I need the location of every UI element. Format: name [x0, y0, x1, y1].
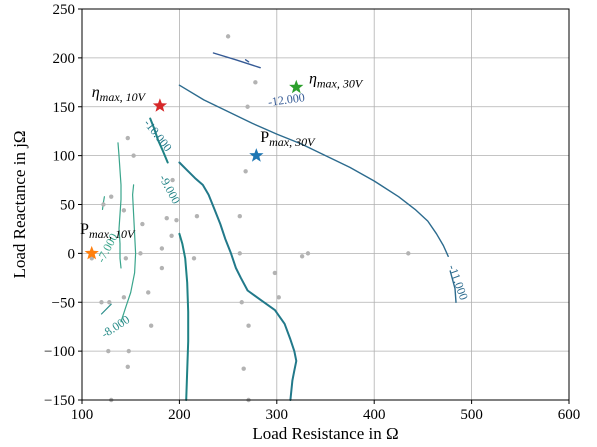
- x-tick-label: 200: [168, 407, 191, 423]
- contour-level-label: -8.000: [99, 312, 133, 341]
- y-tick-label: 50: [60, 198, 75, 214]
- sample-point: [101, 202, 106, 207]
- star-marker: [249, 148, 264, 162]
- sample-point: [237, 214, 242, 219]
- sample-point: [299, 254, 305, 259]
- sample-point: [191, 256, 197, 261]
- marker-annotation: Pmax, 10V: [80, 221, 136, 241]
- y-tick-label: 100: [53, 149, 76, 165]
- sample-point: [140, 221, 145, 227]
- marker-annotation: ηmax, 30V: [309, 70, 364, 90]
- y-axis-title: Load Reactance in jΩ: [10, 130, 29, 278]
- sample-point: [121, 208, 127, 213]
- sample-point: [164, 215, 169, 221]
- scatter-points: [89, 34, 411, 403]
- sample-point: [159, 265, 165, 271]
- y-tick-label: 250: [53, 2, 76, 18]
- y-tick-label: 150: [53, 100, 76, 116]
- sample-point: [159, 246, 165, 251]
- y-tick-label: −100: [44, 344, 75, 360]
- contour-level-label: -10.000: [141, 116, 175, 154]
- sample-point: [146, 290, 151, 295]
- marker-annotation: ηmax, 10V: [92, 84, 147, 104]
- sample-point: [125, 135, 130, 141]
- contour-line: [149, 117, 169, 164]
- contour-line: [117, 142, 122, 269]
- x-tick-label: 500: [460, 407, 483, 423]
- x-axis-title: Load Resistance in Ω: [252, 424, 398, 443]
- sample-point: [245, 104, 250, 109]
- x-tick-label: 100: [71, 407, 94, 423]
- sample-point: [131, 153, 136, 158]
- sample-point: [106, 348, 111, 354]
- sample-point: [239, 300, 244, 305]
- contour-line: [244, 59, 250, 63]
- sample-point: [276, 295, 281, 300]
- y-tick-label: 200: [53, 51, 76, 67]
- contour-line: [178, 232, 190, 401]
- sample-point: [107, 300, 112, 305]
- sample-point: [305, 251, 311, 256]
- sample-point: [99, 300, 104, 305]
- sample-point: [225, 34, 231, 39]
- contour-line: [120, 184, 137, 323]
- sample-point: [126, 348, 131, 354]
- contour-line: [178, 161, 298, 401]
- contour-lines: [100, 52, 457, 401]
- sample-point: [194, 214, 200, 219]
- sample-point: [125, 364, 130, 369]
- sample-point: [138, 251, 143, 256]
- contour-line: [100, 303, 112, 315]
- star-marker: [289, 79, 304, 94]
- sample-point: [253, 80, 258, 85]
- x-tick-label: 600: [558, 407, 581, 423]
- sample-point: [148, 323, 154, 328]
- contour-level-label: -12.000: [267, 90, 306, 109]
- optimum-markers: [84, 79, 304, 260]
- x-tick-label: 400: [363, 407, 386, 423]
- sample-point: [169, 233, 174, 238]
- sample-point: [123, 256, 129, 261]
- contour-labels: -7.000-8.000-9.000-10.000-11.000-12.000: [94, 90, 471, 341]
- sample-point: [246, 323, 251, 328]
- y-tick-label: −150: [44, 393, 75, 409]
- contour-line: [178, 84, 449, 257]
- x-tick-label: 300: [266, 407, 289, 423]
- contour-line: [212, 52, 261, 69]
- star-marker: [152, 98, 168, 112]
- marker-annotation: Pmax, 30V: [260, 129, 316, 149]
- star-marker: [84, 245, 99, 260]
- sample-point: [170, 177, 175, 183]
- sample-point: [109, 194, 114, 199]
- sample-point: [241, 366, 246, 371]
- axis-ticks: 100 200 300 400 500 600 −150 −100 −50 0 50 100 150 20…: [44, 2, 580, 423]
- sample-point: [243, 169, 248, 174]
- y-tick-label: 0: [68, 246, 76, 262]
- contour-level-label: -11.000: [445, 263, 471, 302]
- sample-point: [174, 217, 179, 223]
- y-tick-label: −50: [52, 295, 75, 311]
- sample-point: [406, 251, 411, 256]
- marker-annotations: ηmax, 10V ηmax, 30V Pmax, 30V Pmax, 10V: [80, 70, 364, 241]
- sample-point: [272, 270, 278, 276]
- sample-point: [121, 295, 127, 300]
- grid: [81, 8, 570, 401]
- contour-line: [449, 270, 457, 303]
- sample-point: [237, 251, 242, 256]
